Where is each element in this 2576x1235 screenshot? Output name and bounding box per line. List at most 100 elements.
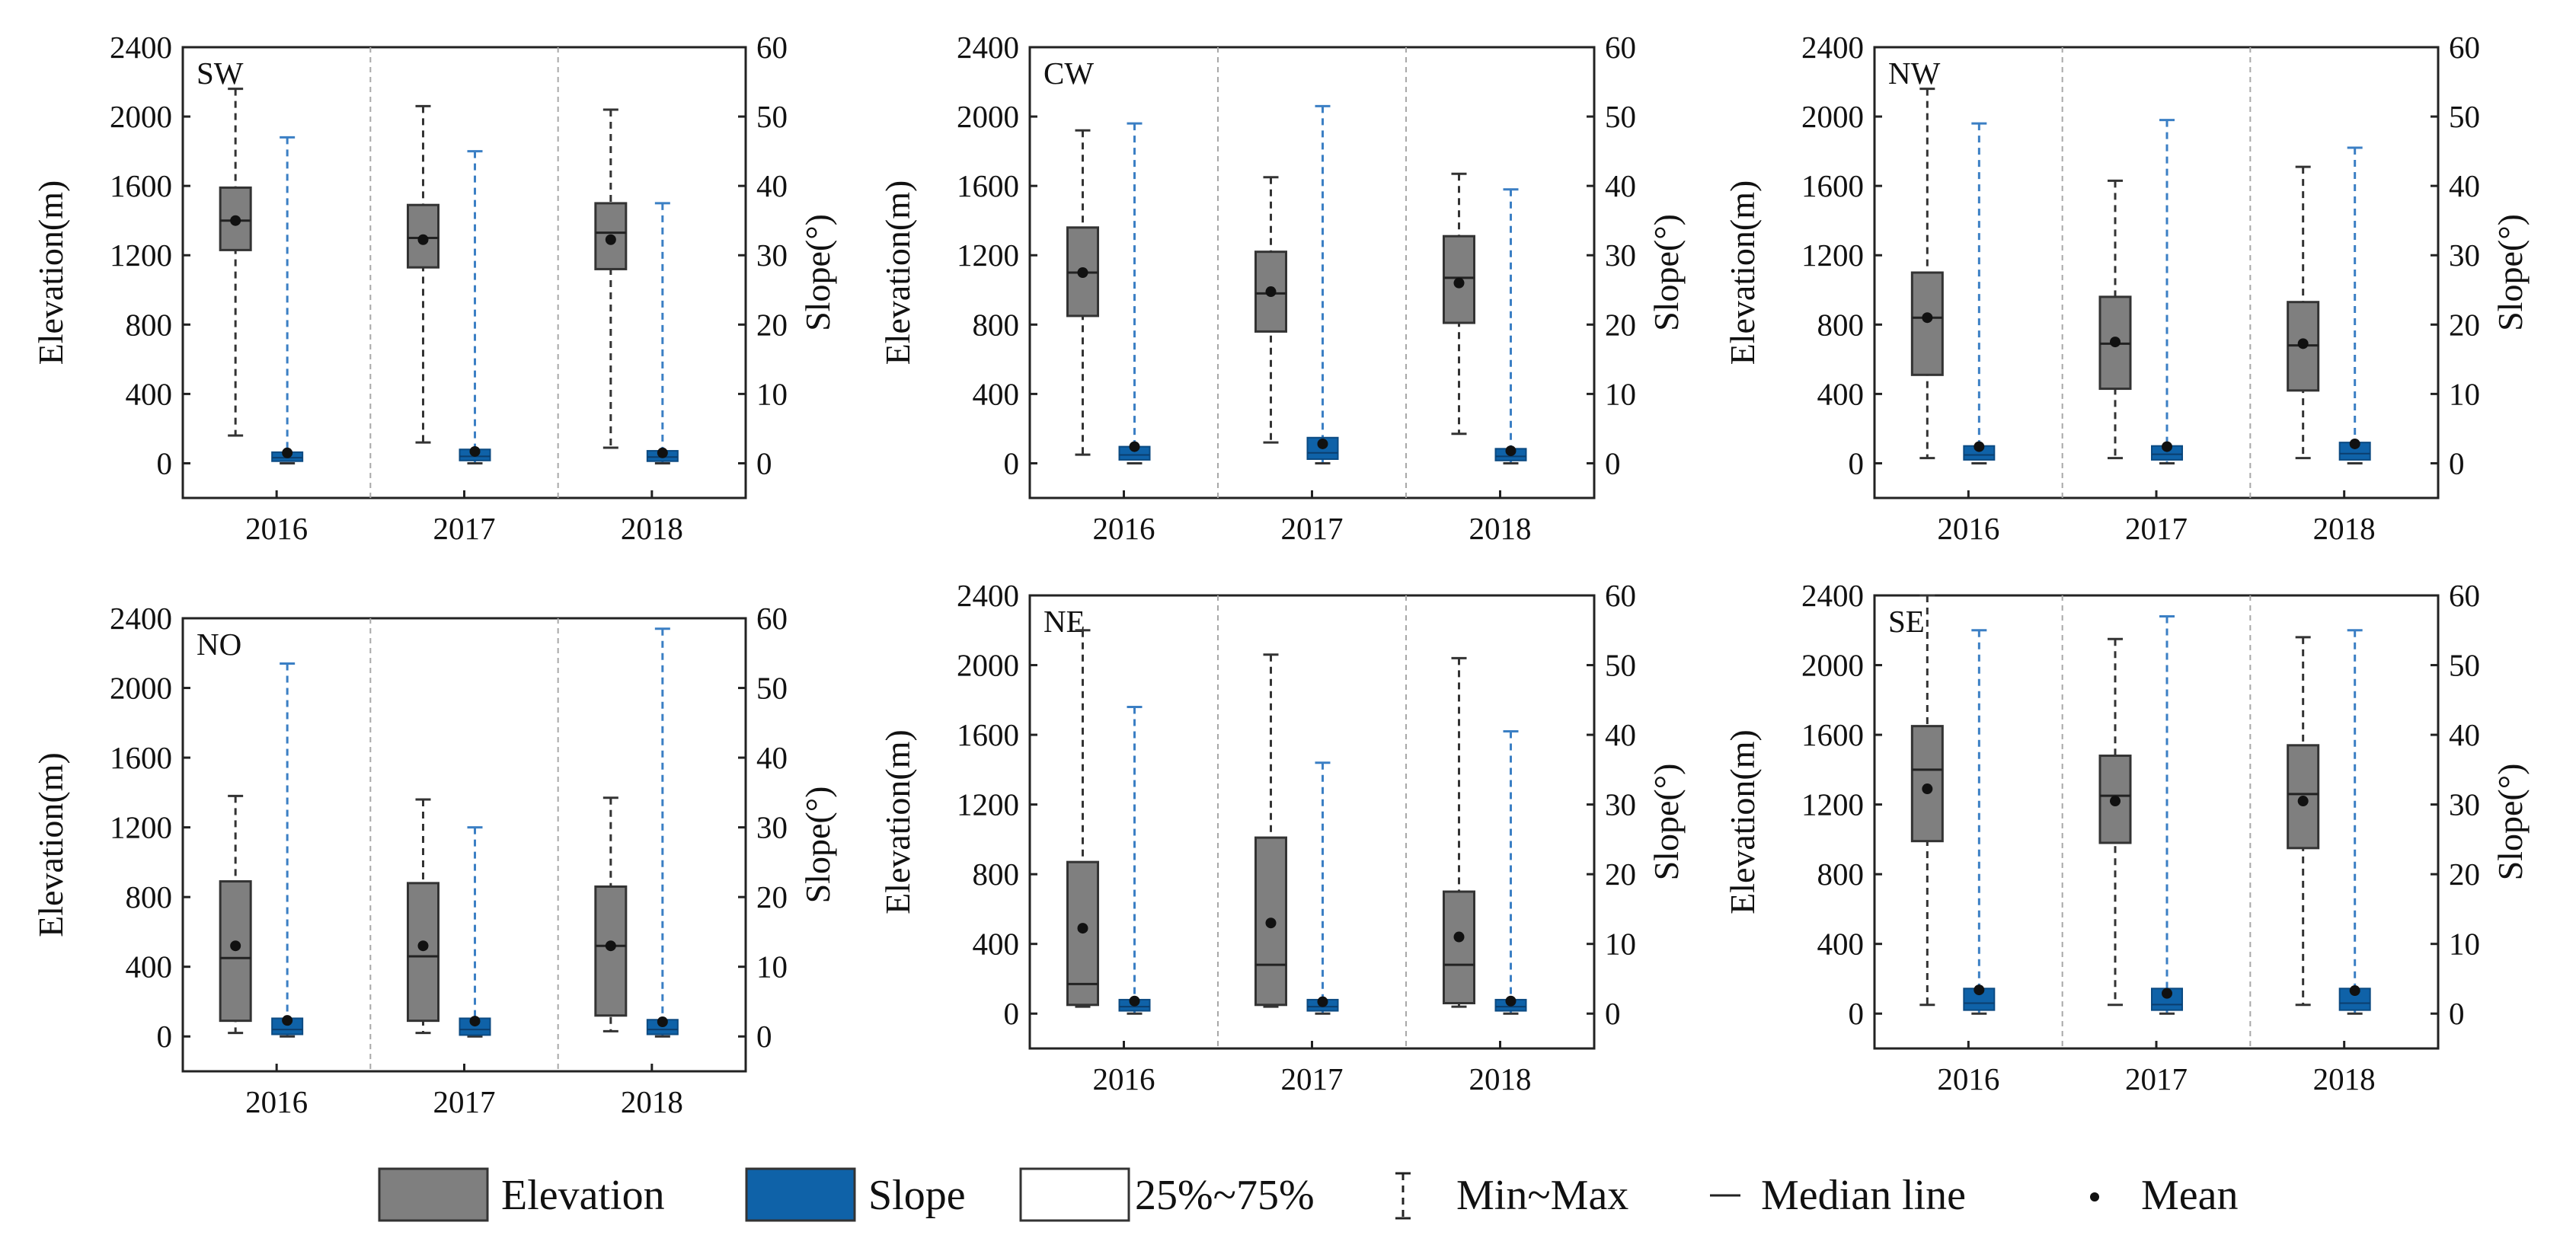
- x-tick-label: 2017: [433, 511, 496, 546]
- elevation-box-2018: [594, 796, 628, 1032]
- elevation-tick-label: 1600: [957, 168, 1019, 203]
- elevation-box-2018: [2287, 636, 2320, 1007]
- slope-box-2016: [1118, 705, 1151, 1015]
- elevation-tick-label: 800: [126, 879, 173, 914]
- elevation-iqr-box: [594, 885, 628, 1017]
- legend-mean-glyph: [2090, 1192, 2099, 1201]
- elevation-mean-point: [1453, 277, 1465, 289]
- elevation-tick-label: 400: [973, 927, 1020, 962]
- elevation-mean-point: [1077, 267, 1088, 278]
- slope-mean-point: [1129, 995, 1140, 1007]
- plot-frame: [181, 617, 747, 1073]
- legend-whisker-label: Min~Max: [1456, 1172, 1628, 1219]
- elevation-mean-point: [2110, 796, 2121, 807]
- slope-mean-point: [1317, 996, 1328, 1007]
- slope-tick-label: 10: [2449, 927, 2480, 962]
- elevation-mean-point: [2110, 337, 2121, 348]
- elevation-tick-label: 1600: [110, 168, 172, 203]
- slope-tick-label: 40: [756, 168, 788, 203]
- slope-tick-label: 20: [2449, 307, 2480, 342]
- elevation-box-2018: [594, 108, 628, 449]
- elevation-box-2017: [407, 798, 439, 1035]
- elevation-box-2016: [219, 794, 252, 1035]
- elevation-iqr-box: [1443, 890, 1475, 1004]
- slope-tick-label: 50: [1605, 648, 1636, 683]
- elevation-tick-label: 2400: [1801, 578, 1864, 613]
- elevation-tick-label: 1200: [957, 238, 1019, 273]
- elevation-tick-label: 2000: [110, 99, 172, 134]
- elevation-tick-label: 800: [126, 307, 173, 342]
- slope-tick-label: 10: [756, 376, 788, 411]
- slope-tick-label: 40: [756, 740, 788, 775]
- panels-layer: 040080012001600200024000102030405060Elev…: [31, 30, 2530, 1119]
- x-tick-label: 2017: [1281, 511, 1344, 546]
- legend-mean-label: Mean: [2141, 1172, 2239, 1219]
- slope-mean-point: [1505, 445, 1517, 457]
- elevation-tick-label: 800: [973, 857, 1020, 892]
- elevation-mean-point: [230, 940, 241, 952]
- panel-cw: 0 400 800 1200 1600 2000 2400 0 10 20 30 40 50 60 Elev…: [878, 30, 1686, 546]
- elevation-axis-label: Elevation(m): [878, 180, 917, 365]
- slope-tick-label: 50: [1605, 99, 1636, 134]
- slope-tick-label: 60: [1605, 30, 1636, 65]
- slope-tick-label: 30: [2449, 238, 2480, 273]
- elevation-mean-point: [230, 215, 241, 226]
- x-tick-label: 2016: [245, 1084, 308, 1119]
- elevation-mean-point: [2297, 796, 2309, 807]
- x-tick-label: 2018: [2313, 1061, 2376, 1096]
- elevation-box-2018: [1443, 172, 1475, 436]
- slope-mean-point: [2349, 438, 2360, 449]
- x-tick-label: 2016: [1093, 511, 1155, 546]
- elevation-tick-label: 2400: [957, 578, 1019, 613]
- panel-se: 0 400 800 1200 1600 2000 2400 0 10 20 30 40 50 60 Elev…: [1723, 578, 2530, 1096]
- elevation-axis-label: Elevation(m): [31, 752, 70, 937]
- slope-tick-label: 0: [756, 1019, 772, 1054]
- elevation-tick-label: 2000: [1801, 648, 1864, 683]
- slope-box-2017: [459, 150, 491, 464]
- elevation-tick-label: 2400: [110, 30, 172, 65]
- slope-axis-label: Slope(°): [2491, 764, 2530, 881]
- slope-tick-label: 60: [2449, 578, 2480, 613]
- elevation-tick-label: 1600: [1801, 717, 1864, 752]
- slope-mean-point: [1129, 441, 1140, 452]
- x-tick-label: 2017: [433, 1084, 496, 1119]
- x-tick-label: 2017: [1281, 1061, 1344, 1096]
- slope-tick-label: 20: [1605, 307, 1636, 342]
- elevation-tick-label: 2000: [957, 99, 1019, 134]
- elevation-tick-label: 2400: [1801, 30, 1864, 65]
- slope-box-2017: [2151, 119, 2183, 464]
- elevation-tick-label: 1600: [1801, 168, 1864, 203]
- x-tick-label: 2016: [1093, 1061, 1155, 1096]
- elevation-iqr-box: [1910, 271, 1944, 376]
- slope-box-2018: [1494, 730, 1527, 1015]
- slope-mean-point: [469, 1016, 481, 1027]
- panel-title: NW: [1888, 56, 1941, 91]
- x-tick-label: 2017: [2125, 511, 2188, 546]
- elevation-mean-point: [1265, 917, 1277, 929]
- slope-tick-label: 10: [2449, 376, 2480, 411]
- elevation-tick-label: 1200: [110, 810, 172, 845]
- elevation-iqr-box: [407, 203, 439, 269]
- plot-frame: [1028, 46, 1596, 499]
- slope-mean-point: [1974, 441, 1985, 452]
- elevation-tick-label: 400: [126, 949, 173, 984]
- legend-slope-swatch: [745, 1167, 856, 1222]
- slope-tick-label: 50: [756, 99, 788, 134]
- plot-frame: [1873, 594, 2440, 1050]
- slope-tick-label: 60: [1605, 578, 1636, 613]
- slope-box-2016: [1963, 629, 1996, 1015]
- elevation-tick-label: 0: [1849, 445, 1865, 480]
- slope-tick-label: 20: [756, 307, 788, 342]
- x-tick-label: 2016: [245, 511, 308, 546]
- panel-ne: 0 400 800 1200 1600 2000 2400 0 10 20 30 40 50 60 Elev…: [878, 578, 1686, 1096]
- legend-median-label: Median line: [1761, 1172, 1966, 1219]
- elevation-mean-point: [1077, 923, 1088, 934]
- panel-title: SW: [197, 56, 244, 91]
- elevation-axis-label: Elevation(m): [1723, 729, 1762, 914]
- slope-tick-label: 50: [2449, 648, 2480, 683]
- slope-tick-label: 60: [756, 30, 788, 65]
- slope-tick-label: 40: [2449, 168, 2480, 203]
- elevation-tick-label: 1600: [110, 740, 172, 775]
- slope-tick-label: 0: [1605, 996, 1621, 1031]
